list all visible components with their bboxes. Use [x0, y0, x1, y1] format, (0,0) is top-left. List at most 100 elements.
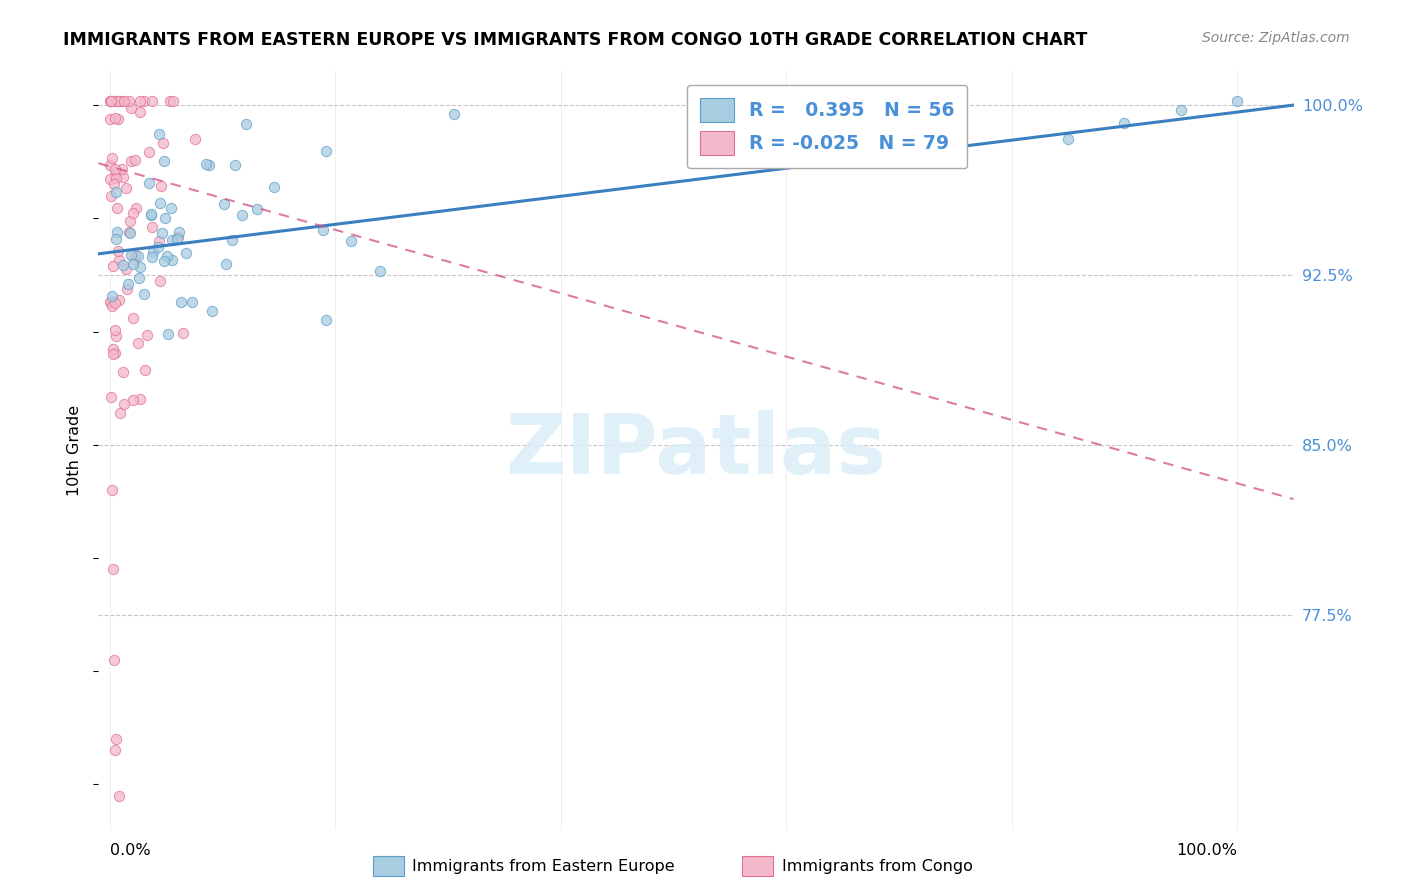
Point [167, 230, 190, 244]
Point [127, 248, 149, 262]
Point [135, 327, 157, 342]
Point [214, 197, 236, 211]
Point [124, 153, 146, 167]
Point [132, 287, 155, 301]
Point [141, 220, 163, 235]
Point [129, 104, 152, 119]
Legend: R =   0.395   N = 56, R = -0.025   N = 79: R = 0.395 N = 56, R = -0.025 N = 79 [688, 85, 967, 169]
Point [1226, 94, 1249, 108]
Point [1114, 116, 1136, 130]
Point [112, 366, 135, 380]
Point [120, 101, 142, 115]
Point [235, 116, 257, 130]
Point [100, 159, 122, 173]
Point [100, 94, 122, 108]
Point [105, 201, 128, 215]
Point [105, 732, 128, 747]
Point [129, 392, 152, 406]
Point [117, 277, 139, 291]
Point [162, 233, 184, 247]
Point [155, 249, 177, 263]
Point [107, 789, 129, 803]
Point [148, 127, 170, 141]
Point [124, 248, 146, 262]
Point [120, 248, 142, 262]
Point [127, 336, 149, 351]
Point [162, 94, 184, 108]
Point [201, 304, 224, 318]
Point [112, 396, 135, 410]
Point [231, 208, 253, 222]
Point [169, 225, 191, 239]
Point [1170, 103, 1192, 117]
Point [142, 244, 165, 259]
Point [114, 261, 136, 276]
Text: Immigrants from Congo: Immigrants from Congo [782, 859, 973, 873]
Point [101, 259, 124, 273]
Point [101, 151, 124, 165]
Point [176, 245, 198, 260]
Point [141, 94, 163, 108]
Point [101, 299, 124, 313]
Point [368, 264, 391, 278]
Point [104, 168, 127, 182]
Point [104, 186, 127, 200]
Point [198, 158, 221, 172]
Point [104, 170, 127, 185]
Point [141, 250, 163, 264]
Point [1057, 132, 1080, 146]
Point [111, 94, 134, 108]
Point [214, 257, 236, 271]
Point [100, 94, 122, 108]
Point [121, 310, 143, 325]
Point [98, 94, 121, 108]
Point [108, 94, 131, 108]
Point [101, 347, 124, 361]
Point [153, 154, 176, 169]
Text: 0.0%: 0.0% [110, 843, 150, 858]
Point [134, 363, 156, 377]
Point [110, 406, 132, 420]
Point [141, 207, 163, 221]
Text: ZIPatlas: ZIPatlas [506, 410, 886, 491]
Point [312, 222, 335, 236]
Point [111, 162, 134, 177]
Point [184, 131, 207, 145]
Text: 100.0%: 100.0% [1177, 843, 1237, 858]
Point [104, 94, 127, 108]
Point [152, 136, 174, 150]
Point [104, 345, 127, 359]
Point [105, 232, 128, 246]
Point [315, 313, 337, 327]
Point [181, 294, 204, 309]
Point [159, 201, 181, 215]
Point [129, 260, 152, 274]
Point [111, 169, 134, 184]
Y-axis label: 10th Grade: 10th Grade [67, 405, 83, 496]
Point [103, 653, 125, 667]
Point [117, 94, 139, 108]
Point [263, 180, 285, 194]
Point [107, 94, 129, 108]
Point [104, 162, 127, 177]
Point [170, 295, 193, 310]
Point [103, 178, 125, 192]
Point [221, 233, 243, 247]
Point [153, 211, 176, 226]
Point [195, 157, 218, 171]
Point [107, 252, 129, 267]
Point [100, 189, 122, 203]
Point [104, 323, 127, 337]
Point [315, 144, 337, 158]
Point [149, 195, 172, 210]
Point [121, 393, 143, 408]
Point [149, 179, 172, 194]
Point [101, 483, 124, 497]
Text: Immigrants from Eastern Europe: Immigrants from Eastern Europe [412, 859, 675, 873]
Point [120, 227, 142, 241]
Point [118, 225, 141, 239]
Text: IMMIGRANTS FROM EASTERN EUROPE VS IMMIGRANTS FROM CONGO 10TH GRADE CORRELATION C: IMMIGRANTS FROM EASTERN EUROPE VS IMMIGR… [63, 31, 1088, 49]
Point [101, 342, 124, 356]
Point [128, 271, 150, 285]
Point [118, 214, 141, 228]
